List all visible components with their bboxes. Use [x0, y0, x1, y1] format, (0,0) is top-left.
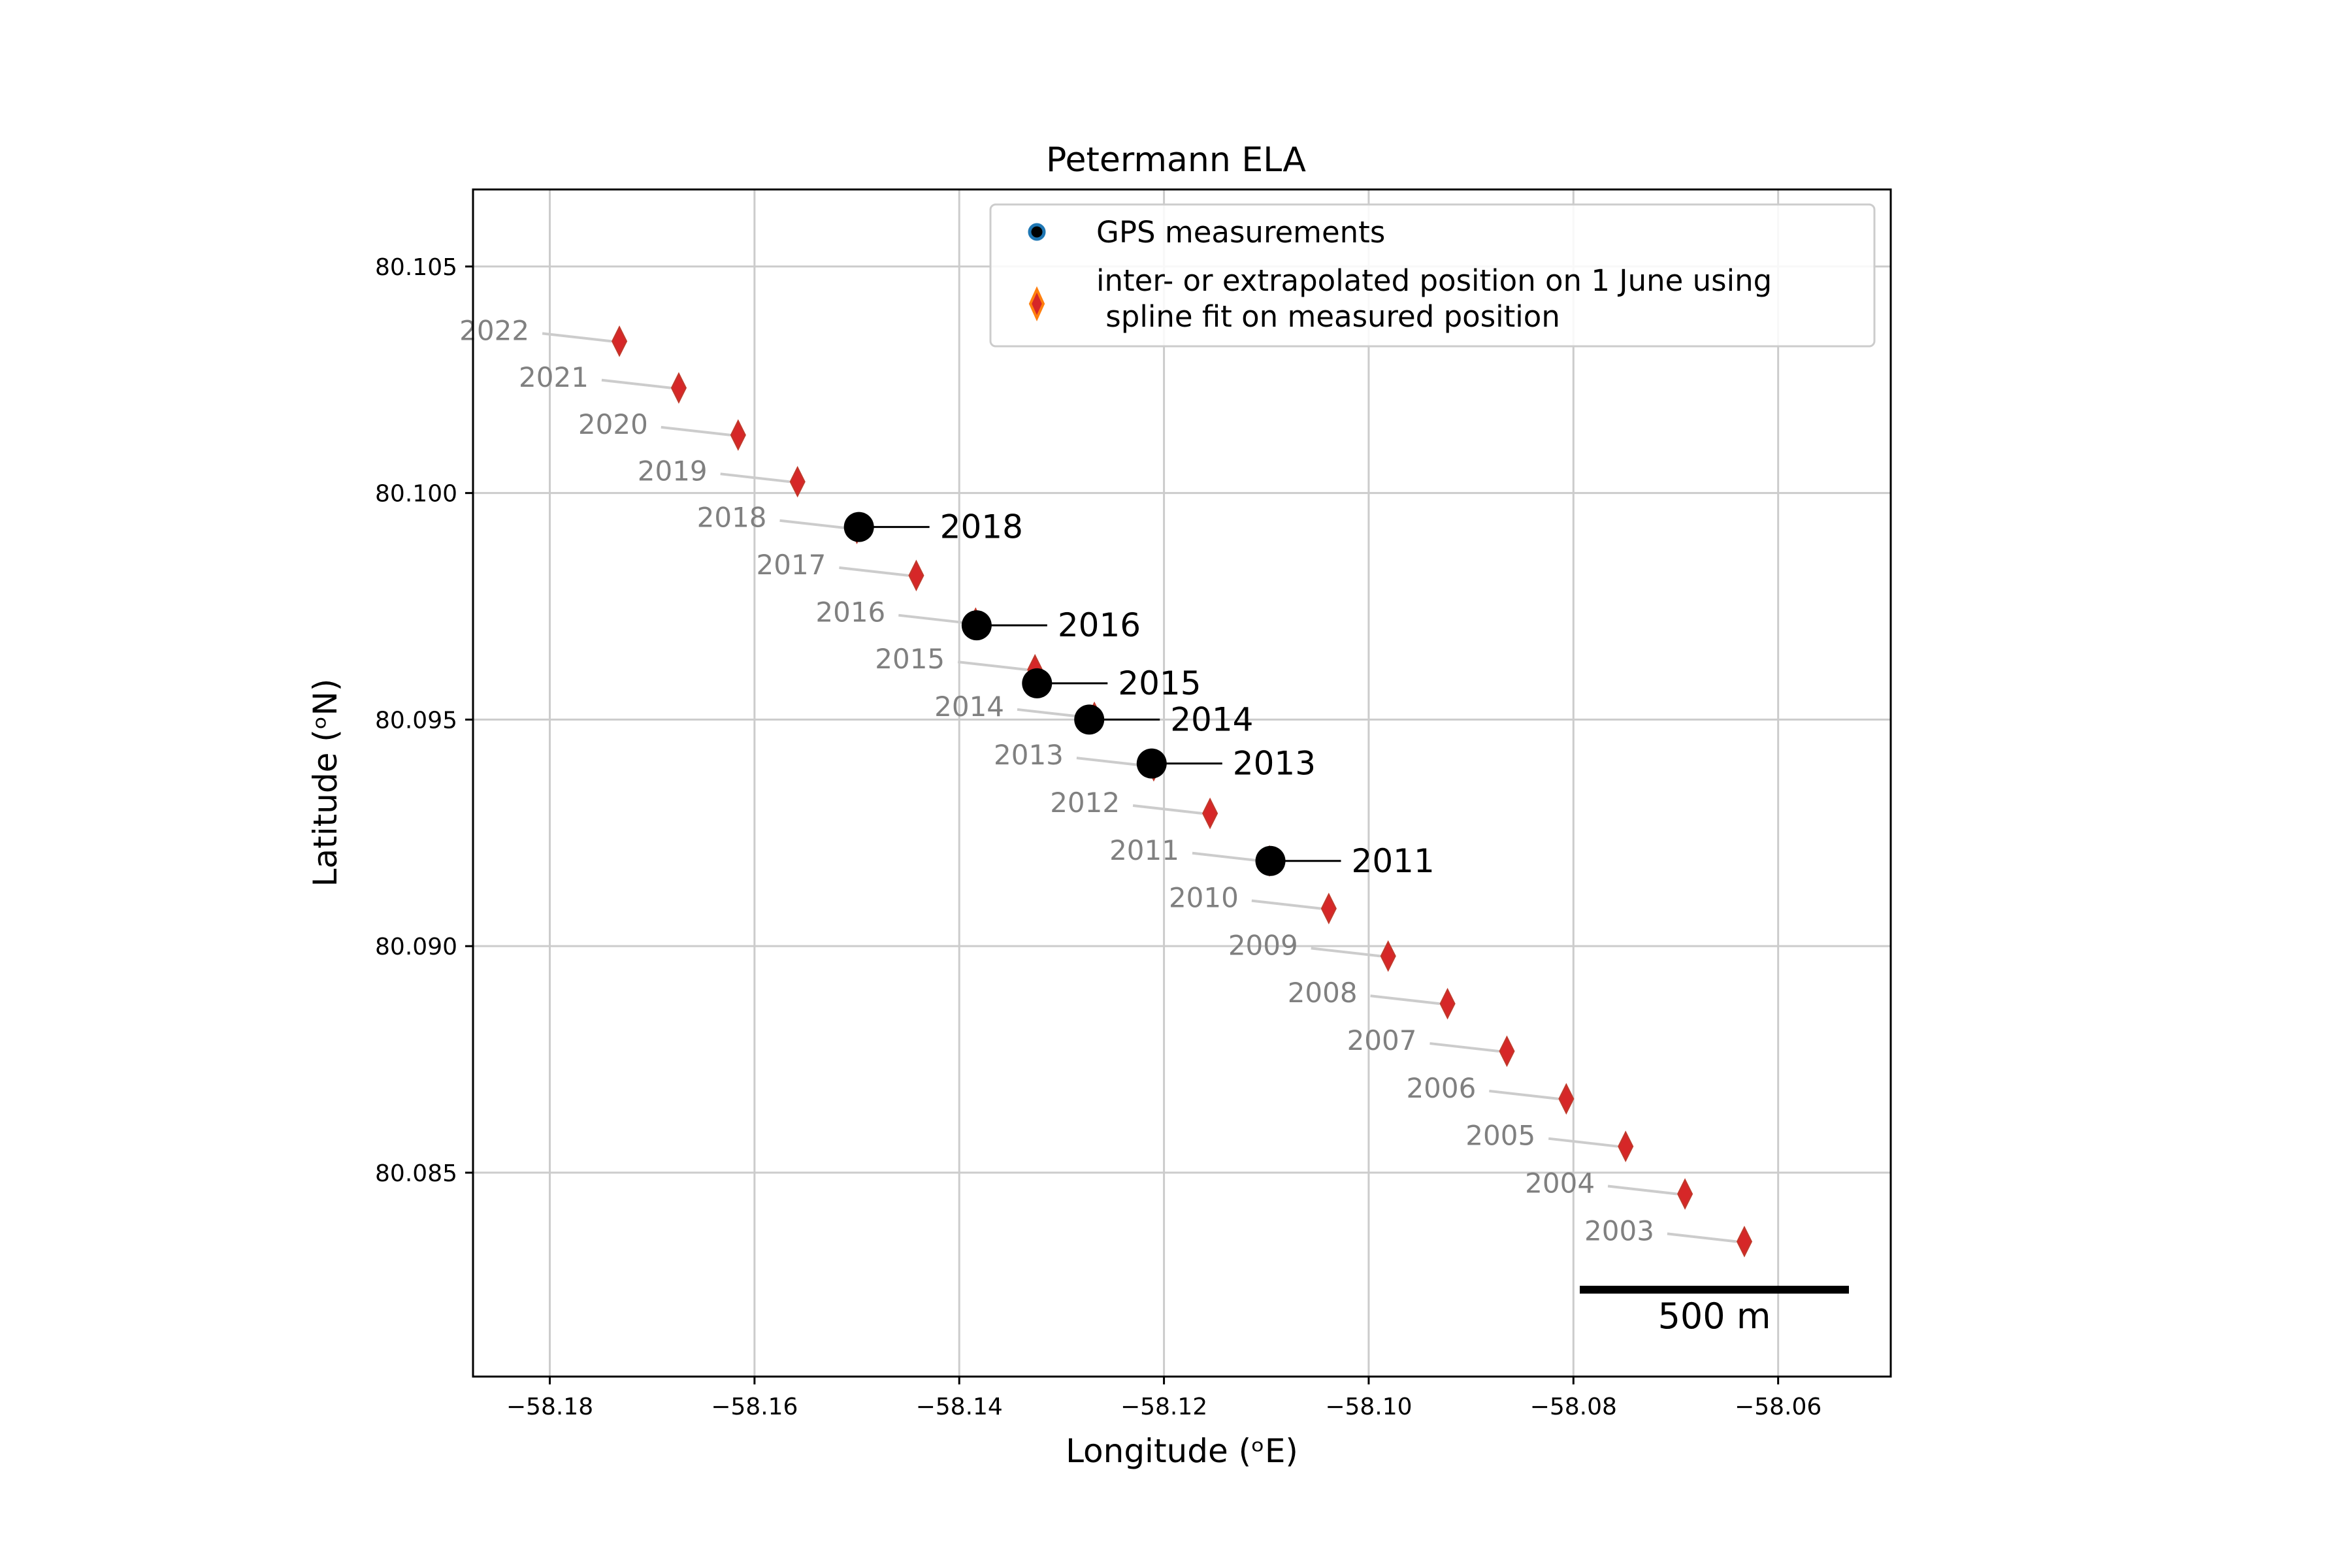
gps-measurement-marker [1074, 704, 1105, 735]
gps-measurement-marker [1022, 668, 1053, 698]
plot-frame [472, 188, 1892, 1378]
predicted-position-marker [908, 559, 924, 592]
predicted-year-label: 2014 [934, 691, 1004, 723]
x-tick-label: −58.18 [506, 1394, 593, 1420]
y-tick-label: 80.090 [375, 934, 457, 960]
predicted-year-label: 2021 [519, 361, 589, 393]
y-axis-title: Latitude (ᵒN) [306, 679, 344, 887]
predicted-year-label: 2003 [1584, 1215, 1654, 1247]
predicted-label-connector [1548, 1137, 1618, 1148]
gps-year-label: 2011 [1352, 842, 1435, 880]
gps-measurement-marker [1136, 748, 1167, 779]
predicted-label-connector [661, 425, 731, 436]
predicted-label-connector [1370, 994, 1440, 1005]
scale-bar: 500 m [1580, 1286, 1849, 1337]
legend: GPS measurements inter- or extrapolated … [989, 203, 1876, 348]
predicted-year-label: 2013 [994, 739, 1064, 771]
legend-predicted-label-line-2: spline fit on measured position [1096, 299, 1560, 334]
legend-gps-label: GPS measurements [1096, 215, 1385, 250]
predicted-label-connector [1132, 804, 1203, 815]
predicted-position-marker [1499, 1035, 1515, 1068]
y-tick-label: 80.095 [375, 707, 457, 734]
gps-measurement-marker [1255, 845, 1286, 876]
tick-layer: −58.18 −58.16 −58.14 −58.12 −58.10 −58.08 −58.… [375, 254, 1821, 1420]
predicted-position-marker [1380, 940, 1396, 972]
predicted-label-connector [1192, 851, 1262, 862]
predicted-label-connector [1489, 1089, 1559, 1100]
predicted-year-label: 2011 [1109, 834, 1179, 866]
predicted-label-connector [1251, 899, 1322, 910]
gps-year-label: 2018 [940, 508, 1023, 546]
predicted-position-marker [1320, 892, 1337, 924]
scale-bar-label: 500 m [1658, 1296, 1771, 1337]
gps-year-label: 2016 [1058, 606, 1141, 644]
x-tick-label: −58.12 [1120, 1394, 1207, 1420]
predicted-position-marker [730, 419, 746, 451]
predicted-year-label: 2016 [815, 596, 885, 629]
chart-title: Petermann ELA [1046, 140, 1306, 180]
predicted-label-connector [1076, 757, 1147, 768]
predicted-year-label: 2005 [1465, 1120, 1535, 1152]
predicted-position-marker [1201, 797, 1218, 830]
x-tick-label: −58.16 [711, 1394, 798, 1420]
predicted-year-label: 2022 [459, 314, 529, 346]
predicted-year-label: 2007 [1347, 1024, 1417, 1056]
x-tick-label: −58.08 [1530, 1394, 1617, 1420]
predicted-label-connector [1429, 1042, 1499, 1053]
x-tick-label: −58.10 [1325, 1394, 1412, 1420]
y-tick-label: 80.100 [375, 481, 457, 508]
y-tick-label: 80.085 [375, 1160, 457, 1187]
predicted-position-marker [1736, 1226, 1753, 1258]
predicted-year-label: 2012 [1050, 787, 1120, 819]
gps-measurement-marker [843, 512, 874, 542]
predicted-year-label: 2020 [578, 408, 648, 440]
grid-layer [473, 189, 1891, 1377]
predicted-position-marker [1558, 1083, 1575, 1115]
predicted-year-label: 2006 [1406, 1072, 1476, 1104]
predicted-year-label: 2004 [1525, 1168, 1595, 1200]
predicted-year-label: 2008 [1288, 977, 1358, 1009]
predicted-position-marker [789, 466, 806, 498]
predicted-label-connector [779, 519, 849, 530]
predicted-year-label: 2010 [1169, 882, 1239, 914]
predicted-year-label: 2017 [757, 549, 826, 581]
predicted-label-connector [1311, 947, 1380, 958]
connector-layer [542, 332, 1737, 1243]
predicted-label-connector [898, 613, 968, 625]
predicted-label-connector [542, 332, 612, 343]
predicted-position-marker [1676, 1178, 1693, 1210]
gps-measurement-marker [961, 610, 992, 641]
predicted-label-connector [957, 661, 1028, 672]
y-tick-label: 80.105 [375, 254, 457, 281]
gps-year-label: 2015 [1118, 664, 1201, 702]
predicted-label-connector [1667, 1232, 1737, 1243]
predicted-position-marker [670, 372, 687, 404]
x-tick-label: −58.06 [1735, 1394, 1821, 1420]
predicted-label-connector [1607, 1184, 1678, 1196]
x-tick-label: −58.14 [916, 1394, 1003, 1420]
predicted-year-label: 2015 [875, 643, 945, 675]
legend-box [989, 203, 1876, 348]
predicted-position-marker [611, 325, 628, 357]
predicted-year-label: 2019 [638, 455, 708, 487]
predicted-label-connector [601, 378, 672, 389]
legend-predicted-label-line-1: inter- or extrapolated position on 1 Jun… [1096, 263, 1772, 298]
predicted-label-connector [720, 472, 790, 483]
x-axis-title: Longitude (ᵒE) [1066, 1432, 1298, 1470]
predicted-label-connector [839, 566, 909, 577]
legend-predicted-marker [1028, 286, 1045, 321]
label-layer: 2022202120202019201820172016201520142013… [459, 314, 1654, 1247]
predicted-year-label: 2018 [697, 502, 767, 534]
gps-year-label: 2013 [1233, 745, 1316, 783]
marker-layer [611, 325, 1753, 1258]
predicted-position-marker [1439, 988, 1456, 1020]
predicted-year-label: 2009 [1228, 929, 1298, 961]
predicted-position-marker [1618, 1130, 1634, 1162]
legend-gps-marker [1028, 223, 1046, 241]
gps-year-label: 2014 [1170, 700, 1253, 738]
